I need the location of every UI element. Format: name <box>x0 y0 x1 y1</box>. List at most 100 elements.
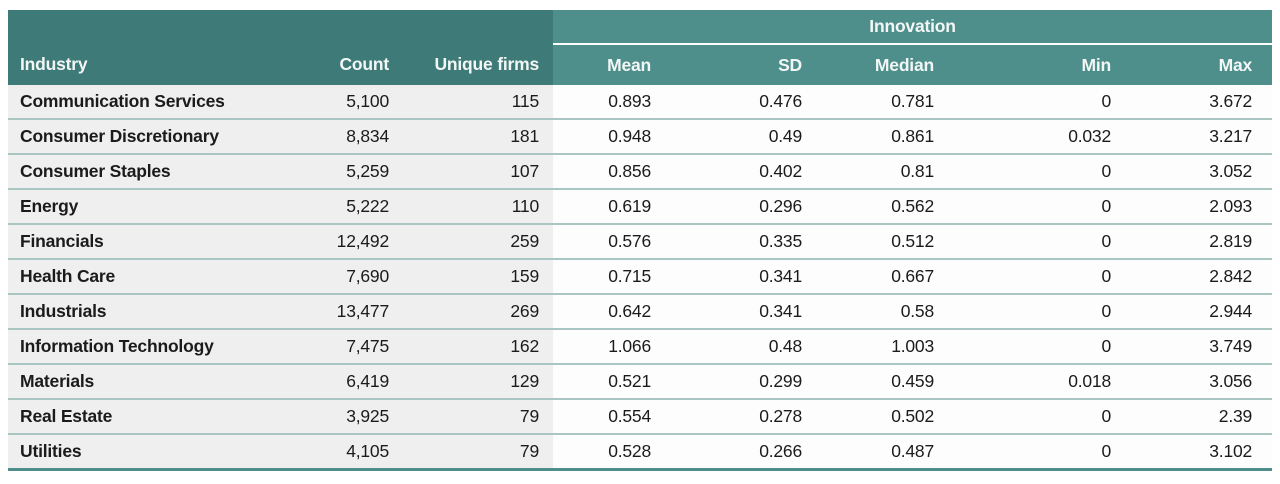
median-cell: 0.667 <box>822 259 954 295</box>
industry-cell: Consumer Discretionary <box>8 119 248 155</box>
max-cell: 3.052 <box>1131 154 1273 190</box>
col-header-median: Median <box>822 44 954 85</box>
table-row: Materials 6,419 129 0.521 0.299 0.459 0.… <box>8 364 1273 400</box>
median-cell: 0.512 <box>822 224 954 260</box>
max-cell: 3.672 <box>1131 85 1273 120</box>
group-header-row: Innovation <box>8 10 1273 45</box>
industry-cell: Health Care <box>8 259 248 295</box>
col-header-max: Max <box>1131 44 1273 85</box>
min-cell: 0.018 <box>954 364 1131 400</box>
table-row: Health Care 7,690 159 0.715 0.341 0.667 … <box>8 259 1273 295</box>
col-header-sd: SD <box>671 44 822 85</box>
table-row: Consumer Discretionary 8,834 181 0.948 0… <box>8 119 1273 155</box>
industry-innovation-table: Innovation Industry Count Unique firms M… <box>8 10 1273 471</box>
mean-cell: 0.893 <box>553 85 671 120</box>
sd-cell: 0.278 <box>671 399 822 435</box>
max-cell: 3.056 <box>1131 364 1273 400</box>
median-cell: 0.58 <box>822 294 954 330</box>
sd-cell: 0.296 <box>671 189 822 225</box>
unique-firms-cell: 259 <box>403 224 553 260</box>
min-cell: 0 <box>954 189 1131 225</box>
median-cell: 0.781 <box>822 85 954 120</box>
col-header-unique-firms: Unique firms <box>403 44 553 85</box>
mean-cell: 0.619 <box>553 189 671 225</box>
sd-cell: 0.341 <box>671 294 822 330</box>
sd-cell: 0.335 <box>671 224 822 260</box>
median-cell: 1.003 <box>822 329 954 365</box>
unique-firms-cell: 129 <box>403 364 553 400</box>
count-cell: 6,419 <box>248 364 403 400</box>
table-body: Communication Services 5,100 115 0.893 0… <box>8 85 1273 471</box>
max-cell: 3.749 <box>1131 329 1273 365</box>
innovation-group-header: Innovation <box>553 10 1273 45</box>
max-cell: 2.944 <box>1131 294 1273 330</box>
table-row: Communication Services 5,100 115 0.893 0… <box>8 85 1273 120</box>
table-row: Energy 5,222 110 0.619 0.296 0.562 0 2.0… <box>8 189 1273 225</box>
sd-cell: 0.48 <box>671 329 822 365</box>
col-header-mean: Mean <box>553 44 671 85</box>
col-header-industry: Industry <box>8 44 248 85</box>
max-cell: 2.39 <box>1131 399 1273 435</box>
col-header-min: Min <box>954 44 1131 85</box>
industry-cell: Consumer Staples <box>8 154 248 190</box>
count-cell: 13,477 <box>248 294 403 330</box>
sd-cell: 0.402 <box>671 154 822 190</box>
unique-firms-cell: 269 <box>403 294 553 330</box>
count-cell: 5,100 <box>248 85 403 120</box>
count-cell: 3,925 <box>248 399 403 435</box>
unique-firms-cell: 162 <box>403 329 553 365</box>
min-cell: 0 <box>954 399 1131 435</box>
group-header-spacer <box>8 10 553 44</box>
industry-cell: Energy <box>8 189 248 225</box>
count-cell: 12,492 <box>248 224 403 260</box>
table-row: Financials 12,492 259 0.576 0.335 0.512 … <box>8 224 1273 260</box>
median-cell: 0.562 <box>822 189 954 225</box>
min-cell: 0 <box>954 154 1131 190</box>
mean-cell: 0.642 <box>553 294 671 330</box>
table-row: Industrials 13,477 269 0.642 0.341 0.58 … <box>8 294 1273 330</box>
sd-cell: 0.49 <box>671 119 822 155</box>
industry-cell: Utilities <box>8 434 248 471</box>
count-cell: 7,690 <box>248 259 403 295</box>
median-cell: 0.502 <box>822 399 954 435</box>
min-cell: 0 <box>954 259 1131 295</box>
sd-cell: 0.476 <box>671 85 822 120</box>
count-cell: 7,475 <box>248 329 403 365</box>
unique-firms-cell: 181 <box>403 119 553 155</box>
industry-cell: Materials <box>8 364 248 400</box>
table-header: Innovation Industry Count Unique firms M… <box>8 10 1273 85</box>
table-container: Innovation Industry Count Unique firms M… <box>8 10 1273 471</box>
median-cell: 0.459 <box>822 364 954 400</box>
mean-cell: 0.554 <box>553 399 671 435</box>
max-cell: 2.819 <box>1131 224 1273 260</box>
mean-cell: 0.856 <box>553 154 671 190</box>
count-cell: 5,259 <box>248 154 403 190</box>
min-cell: 0 <box>954 434 1131 471</box>
unique-firms-cell: 159 <box>403 259 553 295</box>
count-cell: 8,834 <box>248 119 403 155</box>
mean-cell: 0.521 <box>553 364 671 400</box>
unique-firms-cell: 79 <box>403 399 553 435</box>
sd-cell: 0.266 <box>671 434 822 471</box>
count-cell: 5,222 <box>248 189 403 225</box>
min-cell: 0 <box>954 224 1131 260</box>
min-cell: 0 <box>954 329 1131 365</box>
max-cell: 3.217 <box>1131 119 1273 155</box>
sd-cell: 0.341 <box>671 259 822 295</box>
min-cell: 0 <box>954 294 1131 330</box>
table-row: Real Estate 3,925 79 0.554 0.278 0.502 0… <box>8 399 1273 435</box>
unique-firms-cell: 115 <box>403 85 553 120</box>
mean-cell: 0.528 <box>553 434 671 471</box>
min-cell: 0.032 <box>954 119 1131 155</box>
industry-cell: Financials <box>8 224 248 260</box>
table-row: Consumer Staples 5,259 107 0.856 0.402 0… <box>8 154 1273 190</box>
industry-cell: Information Technology <box>8 329 248 365</box>
table-row: Information Technology 7,475 162 1.066 0… <box>8 329 1273 365</box>
count-cell: 4,105 <box>248 434 403 471</box>
max-cell: 2.093 <box>1131 189 1273 225</box>
min-cell: 0 <box>954 85 1131 120</box>
unique-firms-cell: 110 <box>403 189 553 225</box>
industry-cell: Real Estate <box>8 399 248 435</box>
industry-cell: Communication Services <box>8 85 248 120</box>
